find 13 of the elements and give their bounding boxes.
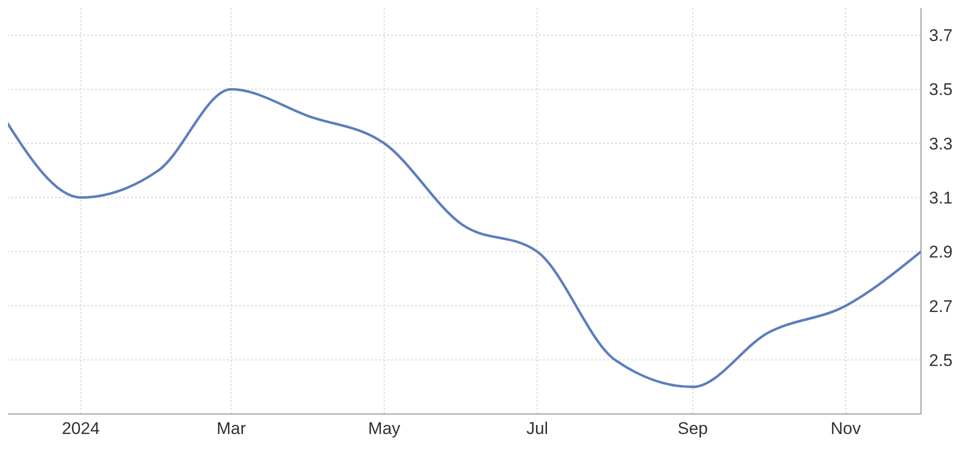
y-tick-label: 2.9 xyxy=(929,242,953,262)
x-tick-label: Nov xyxy=(830,419,862,438)
x-tick-label: May xyxy=(368,419,401,438)
y-tick-label: 3.5 xyxy=(929,80,953,100)
y-tick-label: 3.3 xyxy=(929,134,953,154)
x-tick-label: Jul xyxy=(526,419,548,438)
y-tick-label: 2.5 xyxy=(929,350,953,370)
y-tick-label: 3.7 xyxy=(929,26,953,46)
x-tick-label: 2024 xyxy=(62,419,100,438)
y-tick-label: 3.1 xyxy=(929,188,953,208)
x-tick-label: Mar xyxy=(216,419,246,438)
y-tick-label: 2.7 xyxy=(929,296,953,316)
x-tick-label: Sep xyxy=(678,419,708,438)
